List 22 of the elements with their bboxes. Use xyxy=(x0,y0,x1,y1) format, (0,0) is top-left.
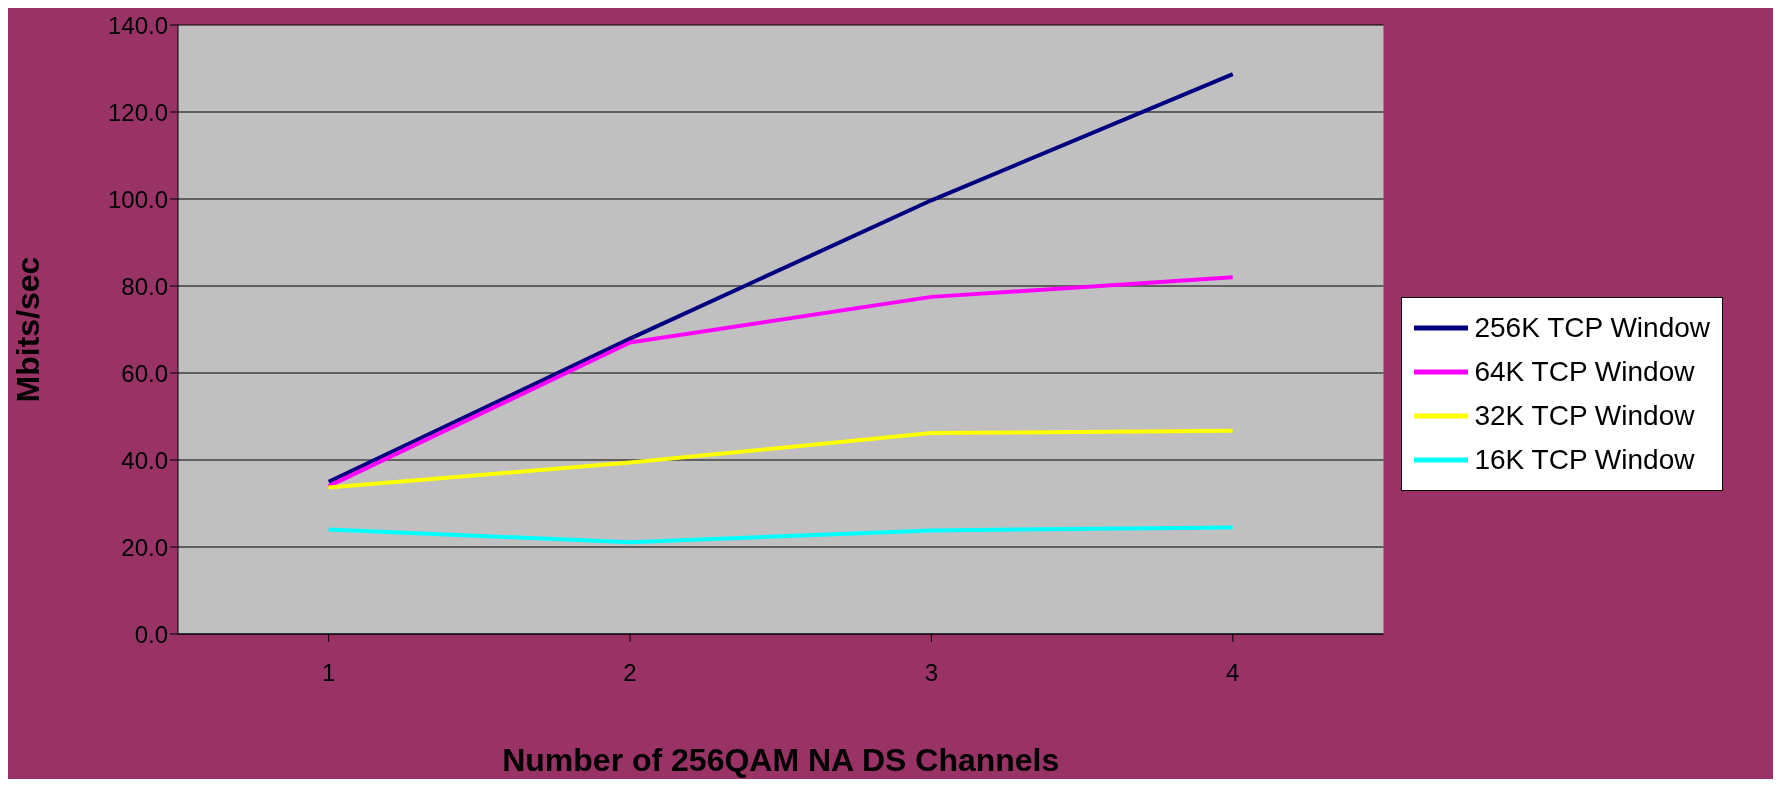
y-tick-label: 40.0 xyxy=(121,446,168,474)
line-series xyxy=(326,275,1235,489)
y-tick-label: 140.0 xyxy=(107,11,168,39)
y-tick-label: 80.0 xyxy=(121,272,168,300)
line-series xyxy=(326,525,1235,545)
legend-label: 256K TCP Window xyxy=(1474,311,1710,344)
line-series xyxy=(326,428,1235,490)
line-series xyxy=(326,72,1235,484)
y-tick-label: 100.0 xyxy=(107,185,168,213)
x-tick-label: 4 xyxy=(1226,659,1240,687)
x-tick-label: 2 xyxy=(623,659,637,687)
y-tick-label: 20.0 xyxy=(121,533,168,561)
x-tick-label: 1 xyxy=(322,659,336,687)
y-tick-label: 120.0 xyxy=(107,98,168,126)
y-tick-label: 60.0 xyxy=(121,359,168,387)
x-axis-title: Number of 256QAM NA DS Channels xyxy=(502,742,1060,778)
legend-label: 64K TCP Window xyxy=(1474,355,1695,388)
x-tick-label: 3 xyxy=(924,659,939,687)
y-tick-label: 0.0 xyxy=(134,620,168,648)
legend-label: 16K TCP Window xyxy=(1474,443,1695,476)
y-axis-title: Mbits/sec xyxy=(10,256,47,403)
legend-label: 32K TCP Window xyxy=(1474,399,1695,432)
